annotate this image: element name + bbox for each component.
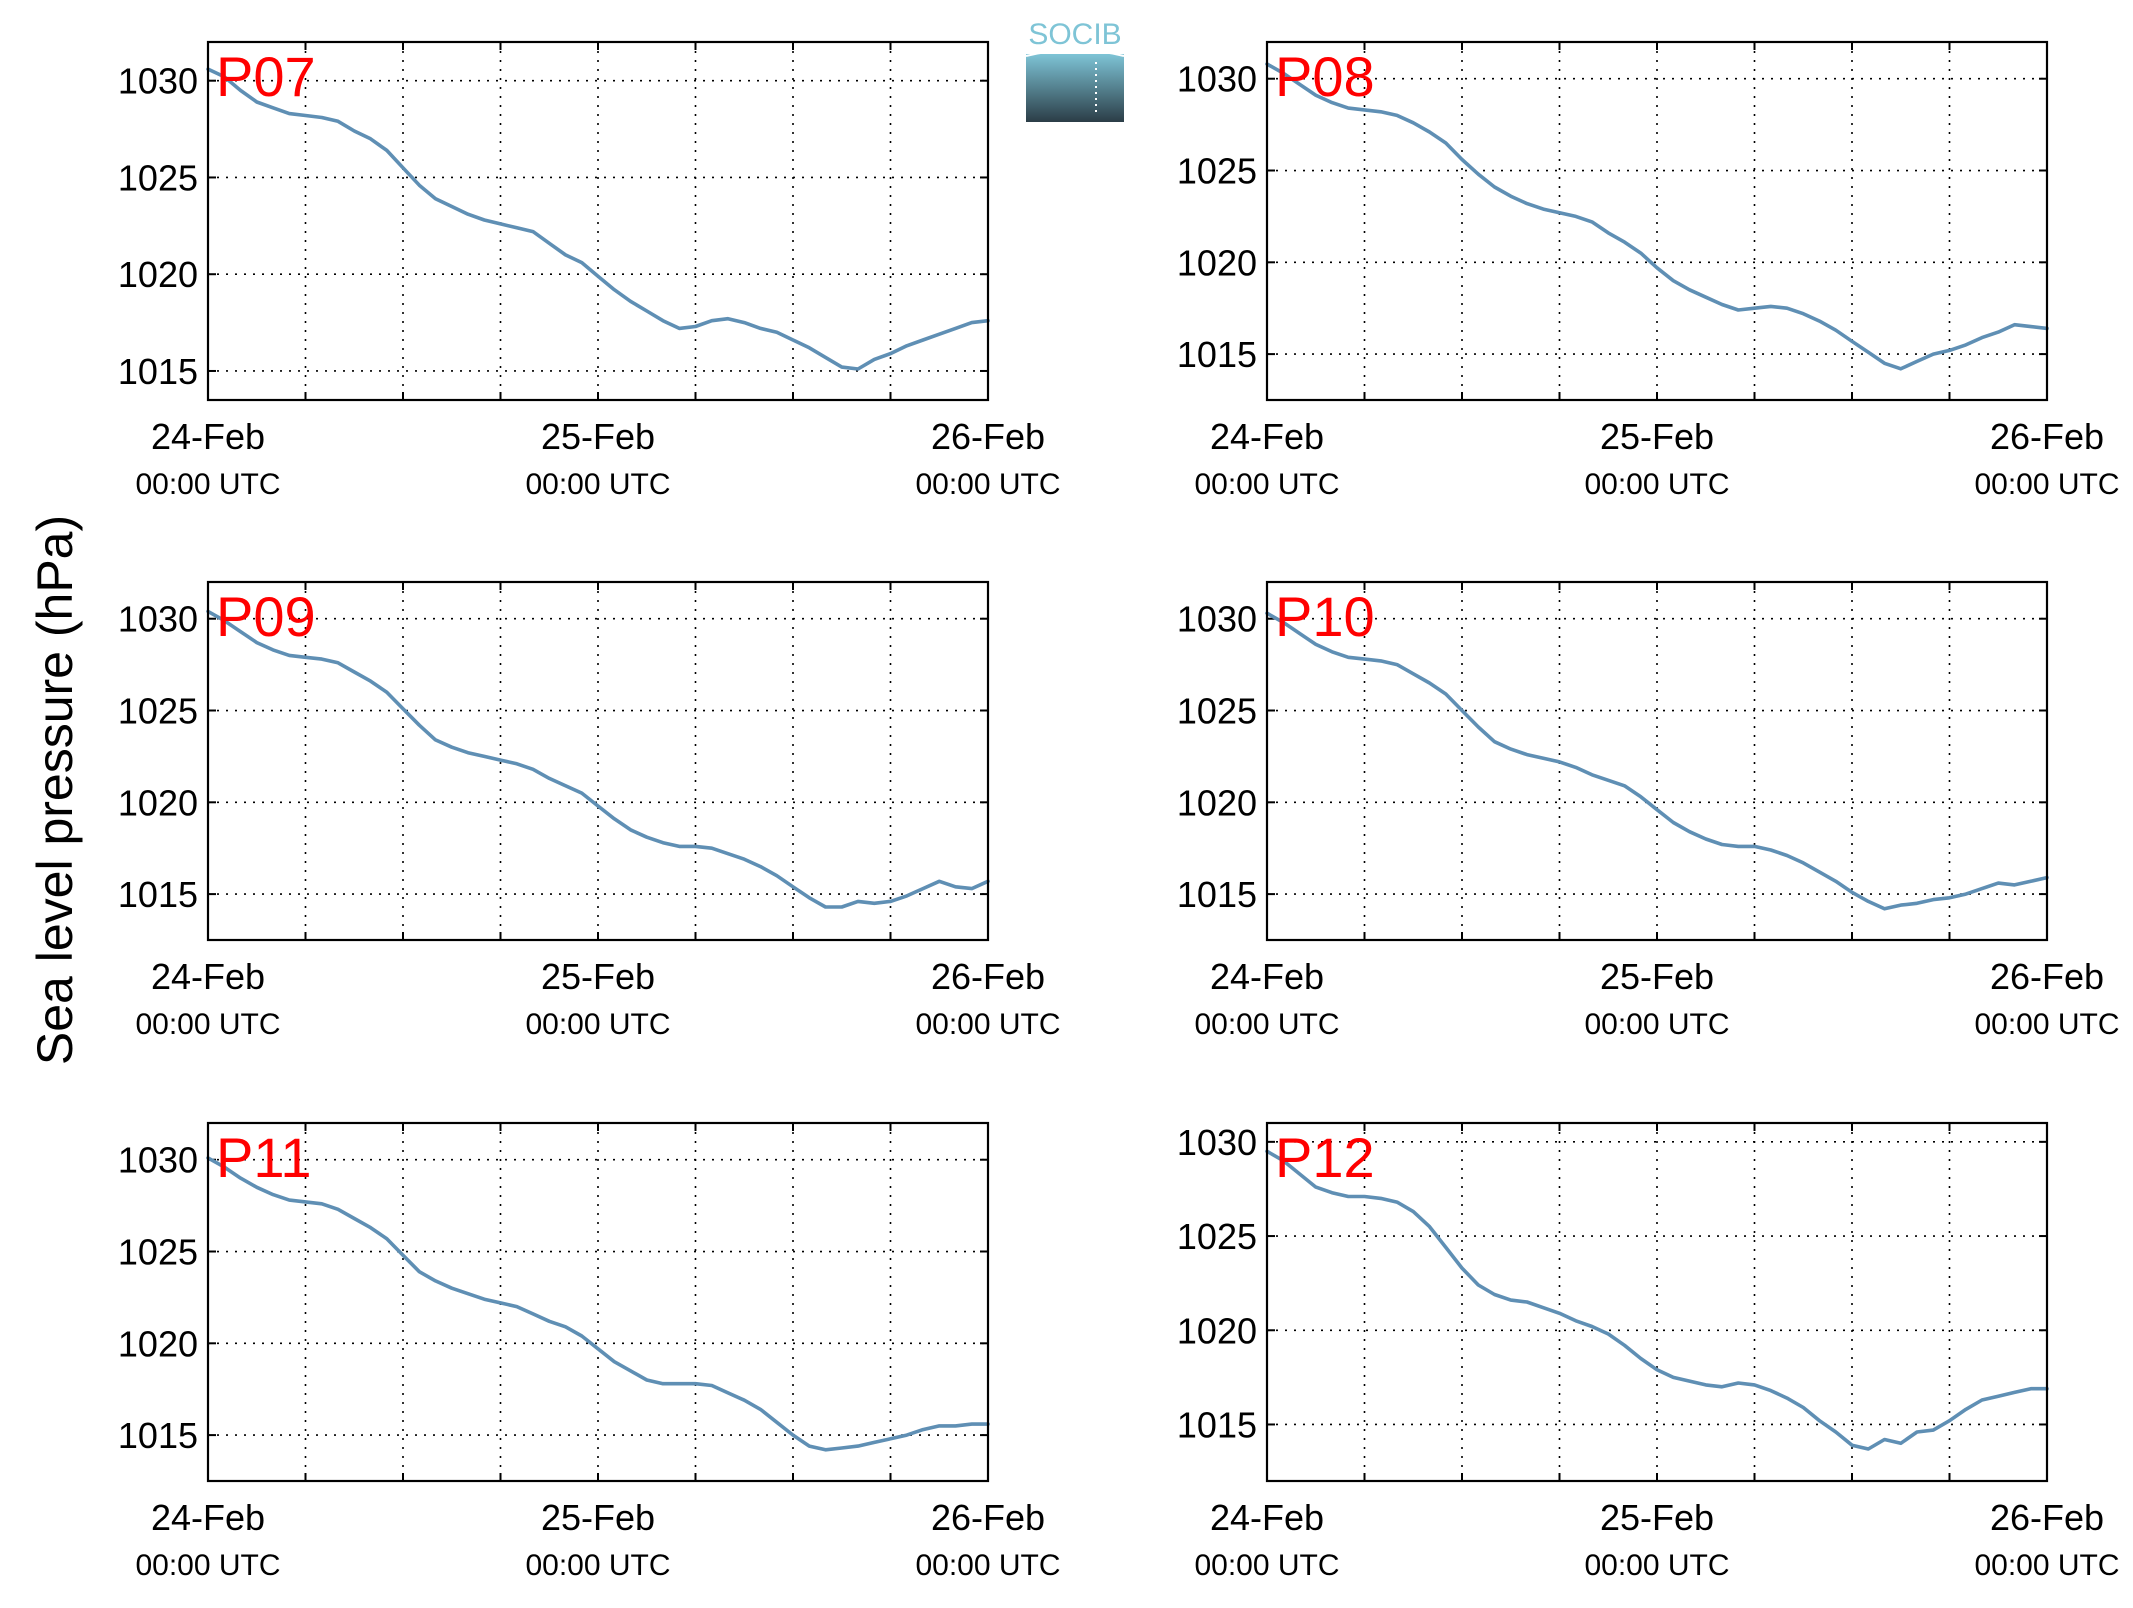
x-tick-time-label: 00:00 UTC bbox=[525, 1008, 670, 1041]
x-tick-time-label: 00:00 UTC bbox=[915, 1008, 1060, 1041]
x-tick-time-label: 00:00 UTC bbox=[1584, 1008, 1729, 1041]
socib-logo-wave bbox=[1025, 49, 1125, 57]
y-tick-label: 1020 bbox=[118, 1323, 198, 1364]
plot-frame bbox=[206, 580, 990, 942]
x-tick-date-label: 25-Feb bbox=[1600, 1497, 1714, 1538]
x-tick-time-label: 00:00 UTC bbox=[1974, 1008, 2119, 1041]
y-tick-label: 1030 bbox=[1177, 59, 1257, 100]
x-tick-time-label: 00:00 UTC bbox=[1974, 468, 2119, 501]
y-tick-label: 1015 bbox=[1177, 1404, 1257, 1445]
x-tick-date-label: 25-Feb bbox=[541, 1497, 655, 1538]
plot-frame bbox=[206, 40, 990, 402]
y-tick-label: 1020 bbox=[1177, 242, 1257, 283]
x-tick-date-label: 26-Feb bbox=[931, 1497, 1045, 1538]
pressure-series-line-p07 bbox=[206, 67, 990, 371]
x-tick-date-label: 24-Feb bbox=[151, 956, 265, 997]
station-label-p07: P07 bbox=[216, 45, 316, 108]
x-tick-date-label: 24-Feb bbox=[151, 416, 265, 457]
chart-panel-p09: 1015 1020 1025 1030 24-Feb 00:00 UTC 25-Feb 00:… bbox=[118, 580, 1061, 1041]
y-tick-label: 1030 bbox=[118, 599, 198, 640]
y-tick-label: 1025 bbox=[1177, 151, 1257, 192]
station-label-p09: P09 bbox=[216, 585, 316, 648]
x-tick-date-label: 26-Feb bbox=[931, 416, 1045, 457]
x-tick-time-label: 00:00 UTC bbox=[135, 468, 280, 501]
x-tick-date-label: 25-Feb bbox=[1600, 956, 1714, 997]
socib-logo-text: SOCIB bbox=[1028, 18, 1121, 51]
y-tick-label: 1020 bbox=[118, 254, 198, 295]
x-tick-date-label: 26-Feb bbox=[1990, 956, 2104, 997]
x-tick-date-label: 25-Feb bbox=[541, 956, 655, 997]
x-tick-date-label: 24-Feb bbox=[1210, 956, 1324, 997]
x-tick-time-label: 00:00 UTC bbox=[915, 468, 1060, 501]
pressure-series-line-p11 bbox=[206, 1156, 990, 1452]
station-label-p08: P08 bbox=[1275, 45, 1375, 108]
y-tick-label: 1030 bbox=[1177, 1122, 1257, 1163]
y-tick-label: 1025 bbox=[118, 1232, 198, 1273]
y-tick-label: 1025 bbox=[1177, 691, 1257, 732]
plot-frame bbox=[1265, 1121, 2049, 1483]
y-tick-label: 1020 bbox=[1177, 782, 1257, 823]
x-tick-time-label: 00:00 UTC bbox=[135, 1549, 280, 1582]
pressure-series-line-p10 bbox=[1265, 611, 2049, 911]
y-axis-label: Sea level pressure (hPa) bbox=[27, 515, 83, 1065]
x-tick-date-label: 25-Feb bbox=[541, 416, 655, 457]
y-tick-label: 1030 bbox=[118, 61, 198, 102]
y-tick-label: 1015 bbox=[1177, 334, 1257, 375]
pressure-series-line-p09 bbox=[206, 609, 990, 909]
panel-grid: 1015 1020 1025 1030 24-Feb 00:00 UTC 25-Feb 00:… bbox=[118, 40, 2120, 1582]
x-tick-date-label: 24-Feb bbox=[151, 1497, 265, 1538]
x-tick-time-label: 00:00 UTC bbox=[525, 1549, 670, 1582]
y-tick-label: 1025 bbox=[118, 691, 198, 732]
x-tick-date-label: 26-Feb bbox=[1990, 416, 2104, 457]
chart-panel-p10: 1015 1020 1025 1030 24-Feb 00:00 UTC 25-Feb 00:… bbox=[1177, 580, 2120, 1041]
chart-panel-p08: 1015 1020 1025 1030 24-Feb 00:00 UTC 25-Feb 00:… bbox=[1177, 40, 2120, 501]
station-label-p12: P12 bbox=[1275, 1126, 1375, 1189]
y-tick-label: 1020 bbox=[1177, 1310, 1257, 1351]
x-tick-date-label: 24-Feb bbox=[1210, 1497, 1324, 1538]
y-tick-label: 1015 bbox=[1177, 874, 1257, 915]
plot-frame bbox=[206, 1121, 990, 1483]
x-tick-time-label: 00:00 UTC bbox=[1584, 468, 1729, 501]
plot-frame bbox=[1265, 40, 2049, 402]
socib-logo: SOCIB bbox=[1025, 18, 1125, 122]
chart-panel-p12: 1015 1020 1025 1030 24-Feb 00:00 UTC 25-Feb 00:… bbox=[1177, 1122, 2120, 1582]
y-tick-label: 1015 bbox=[118, 1415, 198, 1456]
x-tick-time-label: 00:00 UTC bbox=[135, 1008, 280, 1041]
x-tick-time-label: 00:00 UTC bbox=[1194, 468, 1339, 501]
plot-frame bbox=[1265, 580, 2049, 942]
y-tick-label: 1025 bbox=[118, 157, 198, 198]
station-label-p10: P10 bbox=[1275, 585, 1375, 648]
x-tick-time-label: 00:00 UTC bbox=[525, 468, 670, 501]
x-tick-time-label: 00:00 UTC bbox=[1194, 1549, 1339, 1582]
chart-panel-p11: 1015 1020 1025 1030 24-Feb 00:00 UTC 25-Feb 00:… bbox=[118, 1121, 1061, 1582]
x-tick-date-label: 24-Feb bbox=[1210, 416, 1324, 457]
pressure-series-line-p08 bbox=[1265, 62, 2049, 371]
y-tick-label: 1030 bbox=[1177, 599, 1257, 640]
pressure-series-line-p12 bbox=[1265, 1149, 2049, 1451]
y-tick-label: 1015 bbox=[118, 874, 198, 915]
y-tick-label: 1015 bbox=[118, 351, 198, 392]
socib-logo-mark bbox=[1026, 54, 1124, 122]
y-tick-label: 1030 bbox=[118, 1140, 198, 1181]
x-tick-time-label: 00:00 UTC bbox=[915, 1549, 1060, 1582]
station-label-p11: P11 bbox=[216, 1126, 311, 1189]
x-tick-time-label: 00:00 UTC bbox=[1584, 1549, 1729, 1582]
x-tick-date-label: 26-Feb bbox=[931, 956, 1045, 997]
x-tick-date-label: 26-Feb bbox=[1990, 1497, 2104, 1538]
x-tick-time-label: 00:00 UTC bbox=[1974, 1549, 2119, 1582]
x-tick-date-label: 25-Feb bbox=[1600, 416, 1714, 457]
x-tick-time-label: 00:00 UTC bbox=[1194, 1008, 1339, 1041]
y-tick-label: 1020 bbox=[118, 782, 198, 823]
chart-panel-p07: 1015 1020 1025 1030 24-Feb 00:00 UTC 25-Feb 00:… bbox=[118, 40, 1061, 501]
y-tick-label: 1025 bbox=[1177, 1216, 1257, 1257]
